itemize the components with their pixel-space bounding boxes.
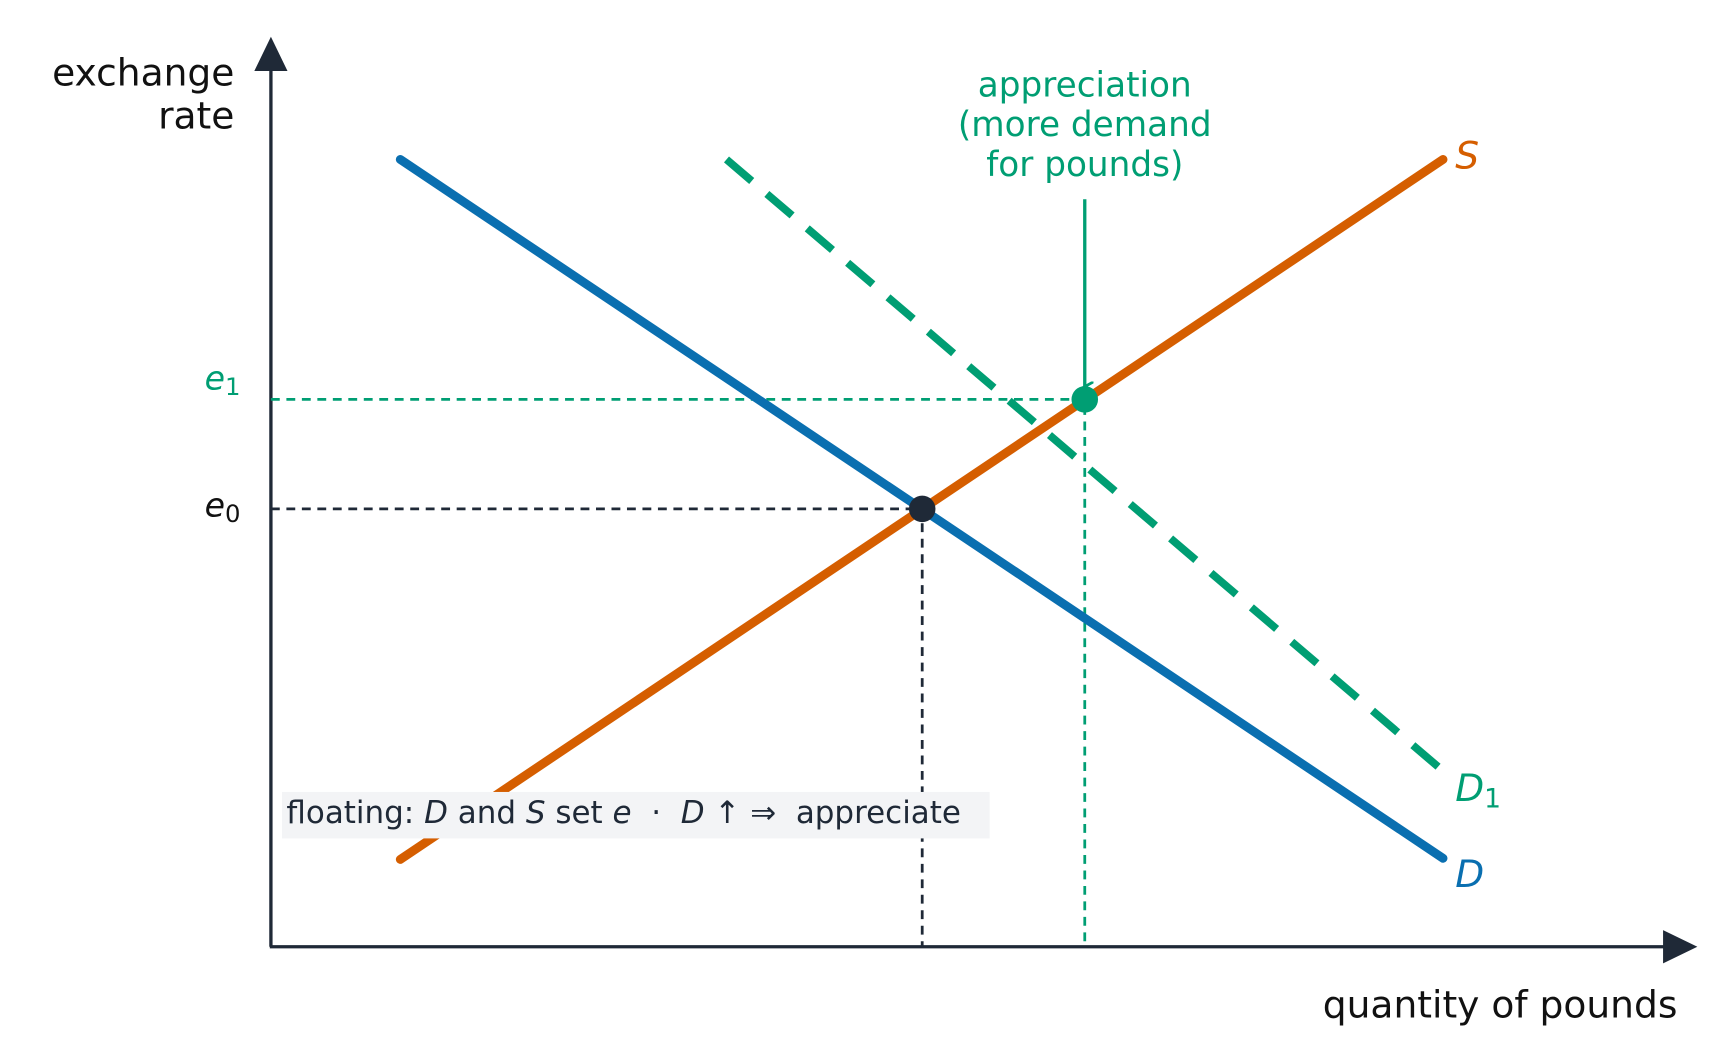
y-axis-label: exchange — [52, 50, 234, 94]
equilibrium-1 — [1071, 386, 1099, 413]
label-letter: e — [205, 486, 225, 525]
annotation: appreciation — [978, 65, 1192, 105]
label-subscript: 1 — [225, 372, 240, 401]
annotation: (more demand — [958, 105, 1212, 145]
note-part: set — [546, 795, 613, 831]
x-arrow — [1663, 930, 1698, 964]
note-part: e — [613, 795, 632, 831]
note-part: floating: — [286, 795, 424, 831]
annotation: for pounds) — [986, 145, 1183, 185]
note-part: D — [424, 795, 448, 831]
note: floating: D and S set e · D ↑ ⇒ apprecia… — [286, 795, 961, 831]
e0-label: e0 — [205, 486, 241, 529]
equilibrium-0 — [908, 495, 936, 523]
note-part: and — [448, 795, 526, 831]
note-part: ↑ ⇒ appreciate — [705, 795, 961, 831]
note-box — [281, 791, 990, 839]
label-subscript: 0 — [225, 499, 240, 528]
x-axis-label: quantity of pounds — [1323, 983, 1678, 1027]
y-arrow — [254, 36, 288, 71]
label-letter: e — [205, 358, 225, 397]
e1-label: e1 — [205, 358, 241, 401]
y-axis-label: rate — [158, 94, 234, 138]
demand-label: D — [1455, 852, 1484, 896]
supply-label: S — [1455, 133, 1479, 177]
label-subscript: 1 — [1484, 783, 1501, 814]
note-part: D — [681, 795, 705, 831]
note-part: S — [526, 795, 546, 831]
new-demand-label: D1 — [1455, 766, 1501, 815]
note-part: · — [632, 795, 681, 831]
label-letter: D — [1455, 766, 1484, 810]
